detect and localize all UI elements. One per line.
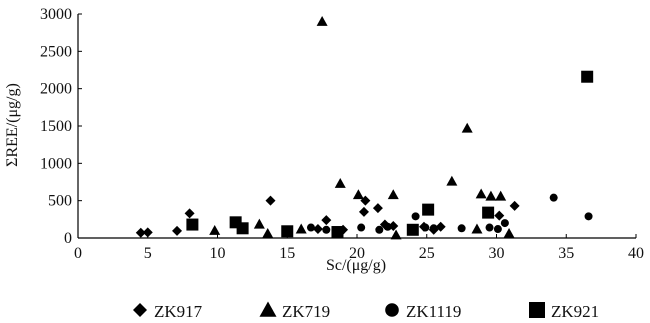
legend: ZK917 ZK719 ZK1119 ZK921	[133, 301, 599, 321]
x-tick-label: 25	[419, 245, 435, 262]
x-tick-label: 10	[210, 245, 226, 262]
data-point-zk1119	[421, 223, 430, 232]
x-tick-label: 35	[558, 245, 574, 262]
data-point-zk1119	[322, 225, 331, 234]
data-point-zk1119	[306, 223, 315, 232]
data-point-zk1119	[549, 193, 558, 202]
data-point-zk1119	[411, 212, 420, 221]
data-point-zk917	[494, 210, 505, 221]
data-point-zk917	[321, 215, 332, 226]
data-point-zk1119	[429, 224, 438, 233]
data-point-zk917	[312, 224, 323, 235]
data-point-zk917	[135, 227, 146, 238]
data-point-zk921	[236, 222, 249, 235]
data-point-zk719	[352, 189, 364, 200]
data-point-zk719	[334, 177, 346, 188]
legend-label: ZK1119	[406, 302, 461, 321]
series-zk921	[186, 70, 594, 239]
data-points	[135, 15, 594, 240]
y-tick-label: 2000	[40, 81, 72, 98]
square-icon	[529, 302, 545, 318]
data-point-zk917	[358, 206, 369, 217]
x-tick-label: 40	[628, 245, 644, 262]
data-point-zk719	[485, 190, 497, 201]
data-point-zk719	[475, 188, 487, 199]
data-point-zk1119	[457, 224, 466, 233]
data-point-zk719	[262, 228, 274, 238]
data-point-zk1119	[485, 223, 494, 232]
x-tick-label: 15	[279, 245, 295, 262]
data-point-zk921	[422, 203, 435, 216]
x-tick-label: 5	[144, 245, 152, 262]
data-point-zk719	[446, 175, 458, 186]
data-point-zk917	[184, 208, 195, 219]
data-point-zk719	[461, 122, 473, 133]
legend-label: ZK921	[551, 302, 599, 321]
data-point-zk917	[142, 227, 153, 238]
data-point-zk1119	[493, 225, 502, 234]
data-point-zk719	[390, 229, 402, 240]
data-point-zk719	[495, 190, 507, 201]
axes	[77, 14, 636, 239]
circle-icon	[385, 303, 399, 317]
x-tick-label: 0	[74, 245, 82, 262]
data-point-zk1119	[500, 219, 509, 228]
data-point-zk719	[316, 15, 328, 26]
legend-item-zk917: ZK917	[133, 302, 203, 321]
data-point-zk921	[482, 206, 495, 219]
y-tick-label: 1000	[40, 155, 72, 172]
legend-item-zk719: ZK719	[259, 301, 330, 321]
y-tick-label: 3000	[40, 6, 72, 23]
data-point-zk917	[509, 200, 520, 211]
data-point-zk1119	[584, 212, 593, 221]
data-point-zk719	[253, 218, 265, 229]
data-point-zk921	[331, 226, 344, 239]
data-point-zk719	[503, 228, 515, 238]
data-point-zk719	[209, 225, 221, 235]
data-point-zk719	[471, 223, 483, 234]
diamond-icon	[133, 303, 147, 317]
legend-label: ZK917	[154, 302, 203, 321]
x-axis-title: Sc/(μg/g)	[326, 257, 386, 274]
triangle-icon	[259, 301, 277, 317]
y-tick-label: 500	[48, 193, 72, 210]
data-point-zk921	[186, 218, 199, 231]
y-tick-label: 1500	[40, 118, 72, 135]
series-zk719	[209, 15, 515, 240]
y-axis-title: ΣREE/(μg/g)	[4, 83, 21, 167]
data-point-zk921	[581, 70, 594, 83]
data-point-zk719	[295, 223, 307, 234]
legend-label: ZK719	[282, 302, 330, 321]
data-point-zk921	[281, 225, 294, 238]
legend-item-zk1119: ZK1119	[385, 302, 461, 321]
data-point-zk719	[387, 189, 399, 200]
data-point-zk917	[265, 195, 276, 206]
data-point-zk917	[372, 203, 383, 214]
tick-group: 0 5 10 15 20 25 30 35 40 0 500 1000 1500 2000 2500 3000	[40, 6, 644, 262]
y-tick-label: 2500	[40, 43, 72, 60]
x-tick-label: 30	[489, 245, 505, 262]
data-point-zk921	[406, 223, 419, 236]
legend-item-zk921: ZK921	[529, 302, 599, 321]
data-point-zk1119	[357, 223, 366, 232]
y-tick-label: 0	[64, 230, 72, 247]
data-point-zk917	[172, 225, 183, 236]
data-point-zk1119	[375, 225, 384, 234]
x-tick-label: 20	[349, 245, 365, 262]
data-point-zk1119	[383, 222, 392, 231]
data-point-zk917	[435, 221, 446, 232]
series-zk1119	[306, 193, 593, 235]
